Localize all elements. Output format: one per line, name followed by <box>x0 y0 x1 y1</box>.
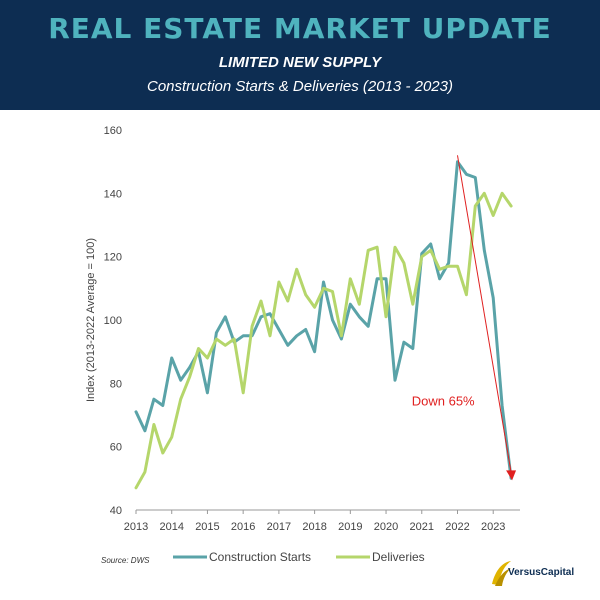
x-tick-label: 2016 <box>231 521 255 533</box>
y-tick-label: 80 <box>110 378 122 390</box>
down-arrow-head-icon <box>506 470 517 481</box>
legend-construction-starts-label: Construction Starts <box>209 550 311 564</box>
y-tick-label: 120 <box>104 252 122 264</box>
x-tick-label: 2013 <box>124 521 148 533</box>
source-note: Source: DWS <box>101 556 150 565</box>
logo-swoosh-icon <box>492 561 511 586</box>
page-subtitle: LIMITED NEW SUPPLY <box>218 54 382 71</box>
x-tick-label: 2020 <box>374 521 398 533</box>
legend-deliveries-label: Deliveries <box>372 550 425 564</box>
x-tick-label: 2015 <box>195 521 219 533</box>
y-tick-label: 100 <box>104 315 122 327</box>
x-tick-label: 2021 <box>410 521 434 533</box>
y-axis-label: Index (2013-2022 Average = 100) <box>85 238 97 402</box>
x-tick-label: 2018 <box>302 521 326 533</box>
y-tick-label: 140 <box>104 188 122 200</box>
x-tick-label: 2023 <box>481 521 505 533</box>
x-tick-label: 2017 <box>267 521 291 533</box>
page-title: REAL ESTATE MARKET UPDATE <box>48 12 552 45</box>
construction-starts-line <box>134 160 513 480</box>
down-arrow-line <box>456 155 512 473</box>
y-tick-label: 40 <box>110 505 122 517</box>
y-tick-label: 60 <box>110 442 122 454</box>
x-tick-label: 2022 <box>445 521 469 533</box>
x-tick-label: 2019 <box>338 521 362 533</box>
logo-text: VersusCapital <box>508 567 575 578</box>
chart-panel: 40 60 80 100 120 140 160 2013 2014 2015 2016 2017 20… <box>73 115 535 575</box>
chart-title: Construction Starts & Deliveries (2013 -… <box>147 78 453 95</box>
y-tick-label: 160 <box>104 125 122 137</box>
line-chart: 40 60 80 100 120 140 160 2013 2014 2015 2016 2017 20… <box>85 125 520 564</box>
header-banner: REAL ESTATE MARKET UPDATE LIMITED NEW SU… <box>0 0 600 110</box>
x-tick-label: 2014 <box>159 521 183 533</box>
annotation-label: Down 65% <box>412 394 475 409</box>
deliveries-line <box>134 191 513 490</box>
versus-capital-logo: VersusCapital <box>490 558 600 590</box>
